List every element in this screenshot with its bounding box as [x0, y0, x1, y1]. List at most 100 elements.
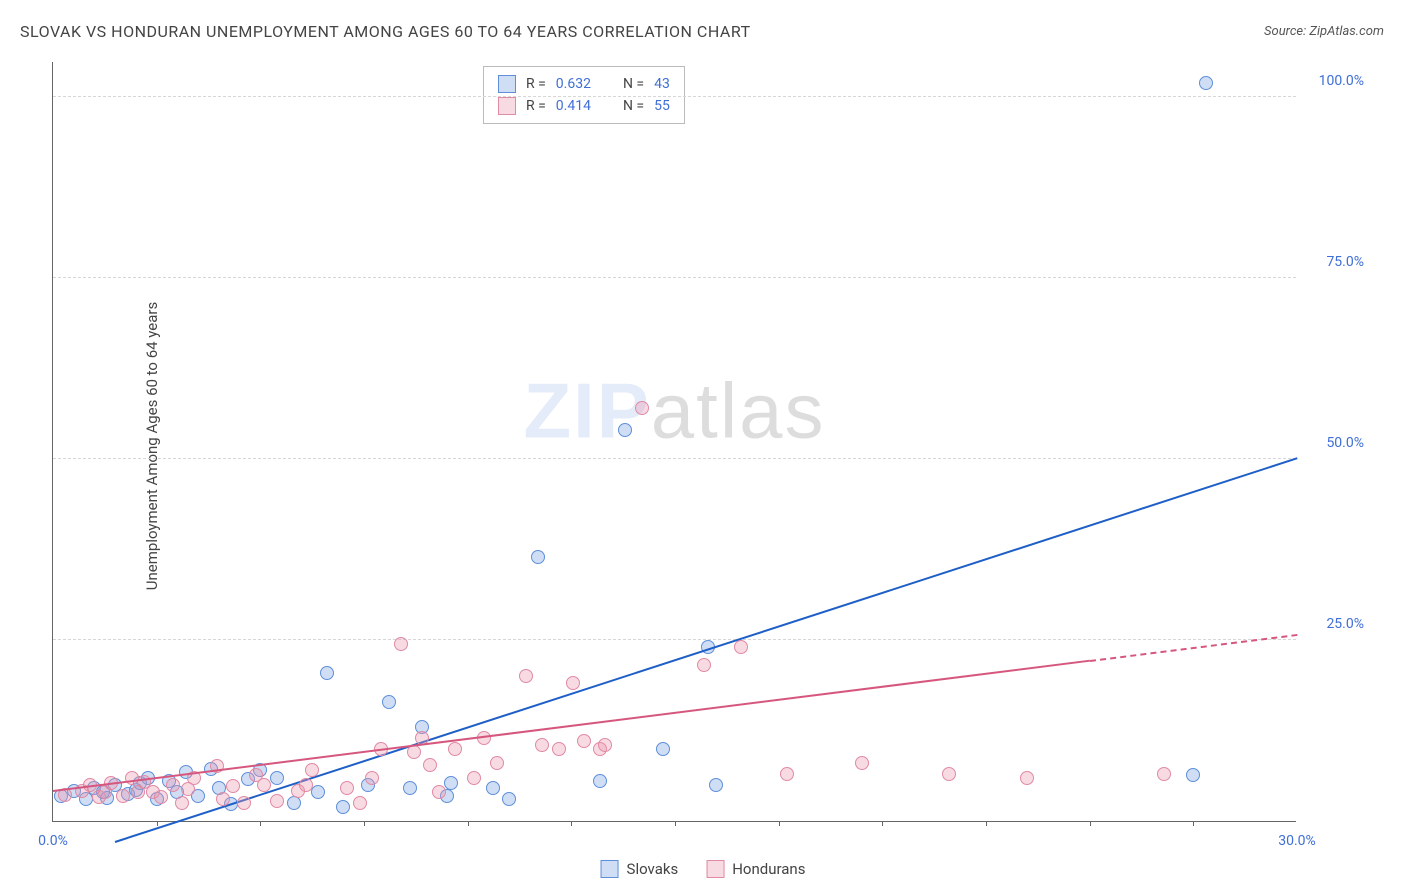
data-point-hondurans: [365, 771, 379, 785]
gridline-h: [53, 458, 1296, 459]
data-point-hondurans: [257, 778, 271, 792]
legend-swatch: [706, 860, 724, 878]
y-tick-label: 50.0%: [1304, 435, 1364, 451]
series-legend: Slovaks Hondurans: [601, 860, 806, 878]
data-point-hondurans: [166, 778, 180, 792]
data-point-hondurans: [407, 745, 421, 759]
data-point-hondurans: [780, 767, 794, 781]
data-point-hondurans: [154, 790, 168, 804]
data-point-hondurans: [1157, 767, 1171, 781]
data-point-slovaks: [1186, 768, 1200, 782]
data-point-slovaks: [656, 742, 670, 756]
gridline-h: [53, 639, 1296, 640]
stat-n-value: 55: [654, 98, 670, 114]
stat-n-label: N =: [623, 98, 644, 114]
data-point-hondurans: [1020, 771, 1034, 785]
watermark-bold: ZIP: [523, 367, 650, 455]
stat-r-value: 0.414: [556, 98, 591, 114]
data-point-slovaks: [336, 800, 350, 814]
legend-item-slovaks: Slovaks: [601, 860, 679, 878]
data-point-hondurans: [552, 742, 566, 756]
x-tick-label: 0.0%: [38, 833, 68, 849]
data-point-hondurans: [598, 738, 612, 752]
stat-r-label: R =: [526, 98, 546, 114]
legend-swatch: [498, 75, 516, 93]
x-tick-mark: [468, 821, 469, 826]
data-point-hondurans: [270, 794, 284, 808]
data-point-hondurans: [734, 640, 748, 654]
data-point-slovaks: [709, 778, 723, 792]
data-point-hondurans: [116, 789, 130, 803]
data-point-slovaks: [311, 785, 325, 799]
data-point-slovaks: [287, 796, 301, 810]
data-point-hondurans: [519, 669, 533, 683]
scatter-plot-area: ZIPatlas R =0.632N =43R =0.414N =55 25.0…: [52, 62, 1296, 822]
trend-line-extrapolated: [1090, 634, 1298, 662]
data-point-slovaks: [382, 695, 396, 709]
gridline-h: [53, 96, 1296, 97]
chart-title: SLOVAK VS HONDURAN UNEMPLOYMENT AMONG AG…: [20, 22, 751, 41]
data-point-hondurans: [226, 779, 240, 793]
data-point-slovaks: [320, 666, 334, 680]
data-point-slovaks: [502, 792, 516, 806]
data-point-hondurans: [535, 738, 549, 752]
stat-n-label: N =: [623, 76, 644, 92]
legend-swatch: [498, 97, 516, 115]
data-point-slovaks: [618, 423, 632, 437]
data-point-hondurans: [432, 785, 446, 799]
stat-n-value: 43: [654, 76, 670, 92]
legend-label: Slovaks: [627, 860, 679, 878]
data-point-hondurans: [394, 637, 408, 651]
data-point-slovaks: [1199, 76, 1213, 90]
y-tick-label: 100.0%: [1304, 73, 1364, 89]
gridline-h: [53, 277, 1296, 278]
watermark-rest: atlas: [651, 367, 826, 455]
data-point-hondurans: [490, 756, 504, 770]
data-point-hondurans: [942, 767, 956, 781]
source-credit: Source: ZipAtlas.com: [1264, 24, 1384, 39]
stat-r-value: 0.632: [556, 76, 591, 92]
x-tick-mark: [882, 821, 883, 826]
data-point-hondurans: [340, 781, 354, 795]
data-point-hondurans: [216, 792, 230, 806]
x-tick-mark: [260, 821, 261, 826]
x-tick-mark: [986, 821, 987, 826]
data-point-slovaks: [444, 776, 458, 790]
data-point-slovaks: [531, 550, 545, 564]
x-tick-mark: [364, 821, 365, 826]
data-point-hondurans: [855, 756, 869, 770]
x-tick-mark: [1090, 821, 1091, 826]
data-point-slovaks: [270, 771, 284, 785]
x-tick-mark: [1193, 821, 1194, 826]
data-point-hondurans: [577, 734, 591, 748]
data-point-slovaks: [593, 774, 607, 788]
data-point-hondurans: [697, 658, 711, 672]
stat-row-hondurans: R = 0.414 N = 55: [498, 95, 670, 117]
data-point-hondurans: [305, 763, 319, 777]
x-tick-mark: [779, 821, 780, 826]
correlation-stats-box: R = 0.632 N = 43 R = 0.414 N = 55: [483, 66, 685, 124]
data-point-hondurans: [423, 758, 437, 772]
stat-row-slovaks: R = 0.632 N = 43: [498, 73, 670, 95]
data-point-hondurans: [635, 401, 649, 415]
watermark: ZIPatlas: [523, 366, 825, 457]
legend-swatch: [601, 860, 619, 878]
data-point-hondurans: [299, 778, 313, 792]
x-tick-mark: [571, 821, 572, 826]
data-point-slovaks: [403, 781, 417, 795]
y-tick-label: 75.0%: [1304, 254, 1364, 270]
legend-label: Hondurans: [732, 860, 805, 878]
y-tick-label: 25.0%: [1304, 616, 1364, 632]
data-point-hondurans: [175, 796, 189, 810]
data-point-hondurans: [353, 796, 367, 810]
x-tick-mark: [675, 821, 676, 826]
data-point-hondurans: [237, 796, 251, 810]
data-point-hondurans: [467, 771, 481, 785]
legend-item-hondurans: Hondurans: [706, 860, 805, 878]
stat-r-label: R =: [526, 76, 546, 92]
x-tick-mark: [157, 821, 158, 826]
x-tick-label: 30.0%: [1278, 833, 1316, 849]
data-point-hondurans: [448, 742, 462, 756]
data-point-slovaks: [486, 781, 500, 795]
data-point-hondurans: [566, 676, 580, 690]
